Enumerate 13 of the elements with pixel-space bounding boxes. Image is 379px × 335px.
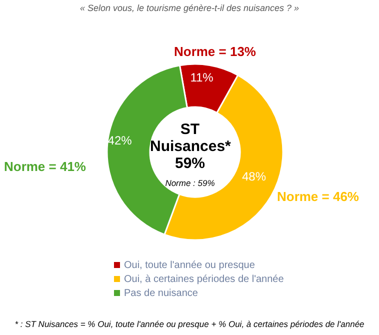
text: Norme : 59% — [164, 178, 216, 188]
legend-label: Oui, à certaines périodes de l'année — [124, 274, 284, 284]
text: Norme = 46% — [276, 189, 360, 204]
text: * : ST Nuisances = % Oui, toute l'année ou presque + % Oui, à certaines périodes de l'année — [14, 319, 366, 329]
data-label: 48% — [242, 170, 266, 184]
chart-title: « Selon vous, le tourisme génère-t-il des nuisances ? » — [78, 3, 300, 13]
data-label: 11% — [190, 70, 214, 84]
legend-label: Pas de nuisance — [124, 288, 198, 298]
text: Norme = 13% — [172, 44, 257, 59]
text: Norme = 41% — [2, 159, 87, 174]
data-label: 42% — [108, 134, 132, 148]
legend-label: Oui, toute l'année ou presque — [124, 260, 255, 270]
text: ST Nuisances* 59% — [150, 121, 231, 172]
